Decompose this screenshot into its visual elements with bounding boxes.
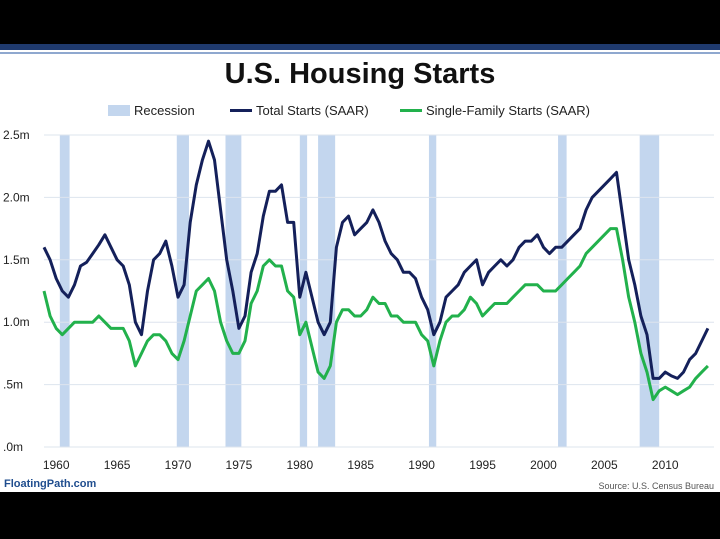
x-tick-label-6: 1990 <box>408 458 435 472</box>
y-tick-label-0: .0m <box>3 440 23 454</box>
recession-band-7 <box>639 135 660 447</box>
total-starts-line <box>42 139 710 380</box>
x-tick-label-9: 2005 <box>591 458 618 472</box>
chart-title: U.S. Housing Starts <box>224 58 496 90</box>
x-tick-label-2: 1970 <box>165 458 192 472</box>
recession-band-1 <box>176 135 189 447</box>
legend-single-label: Single-Family Starts (SAAR) <box>426 103 590 118</box>
x-tick-label-10: 2010 <box>652 458 679 472</box>
legend-recession-label: Recession <box>134 103 195 118</box>
recession-band-0 <box>59 135 70 447</box>
recession-band-3 <box>299 135 308 447</box>
recession-band-5 <box>428 135 437 447</box>
footer-source-site: FloatingPath.com <box>4 478 97 490</box>
chart-frame <box>0 44 720 492</box>
recession-band-6 <box>558 135 567 447</box>
footer-source-note: Source: U.S. Census Bureau <box>598 481 714 491</box>
y-tick-label-2: 1.0m <box>3 315 30 329</box>
legend-total: Total Starts (SAAR) <box>230 103 369 118</box>
x-tick-label-3: 1975 <box>226 458 253 472</box>
y-tick-label-4: 2.0m <box>3 190 30 204</box>
total-line-swatch-icon <box>230 109 252 112</box>
x-tick-label-0: 1960 <box>43 458 70 472</box>
x-tick-label-5: 1985 <box>347 458 374 472</box>
legend-single: Single-Family Starts (SAAR) <box>400 103 590 118</box>
top-accent-bar <box>0 44 720 50</box>
recession-band-4 <box>318 135 336 447</box>
legend-recession: Recession <box>108 103 195 118</box>
recession-swatch-icon <box>108 105 130 116</box>
x-tick-label-8: 2000 <box>530 458 557 472</box>
top-accent-line <box>0 52 720 54</box>
x-tick-label-1: 1965 <box>104 458 131 472</box>
legend-total-label: Total Starts (SAAR) <box>256 103 369 118</box>
single-line-swatch-icon <box>400 109 422 112</box>
y-tick-label-5: 2.5m <box>3 128 30 142</box>
y-tick-label-1: .5m <box>3 378 23 392</box>
y-tick-label-3: 1.5m <box>3 253 30 267</box>
x-tick-label-7: 1995 <box>469 458 496 472</box>
x-tick-label-4: 1980 <box>286 458 313 472</box>
single-family-starts-line <box>42 227 709 402</box>
